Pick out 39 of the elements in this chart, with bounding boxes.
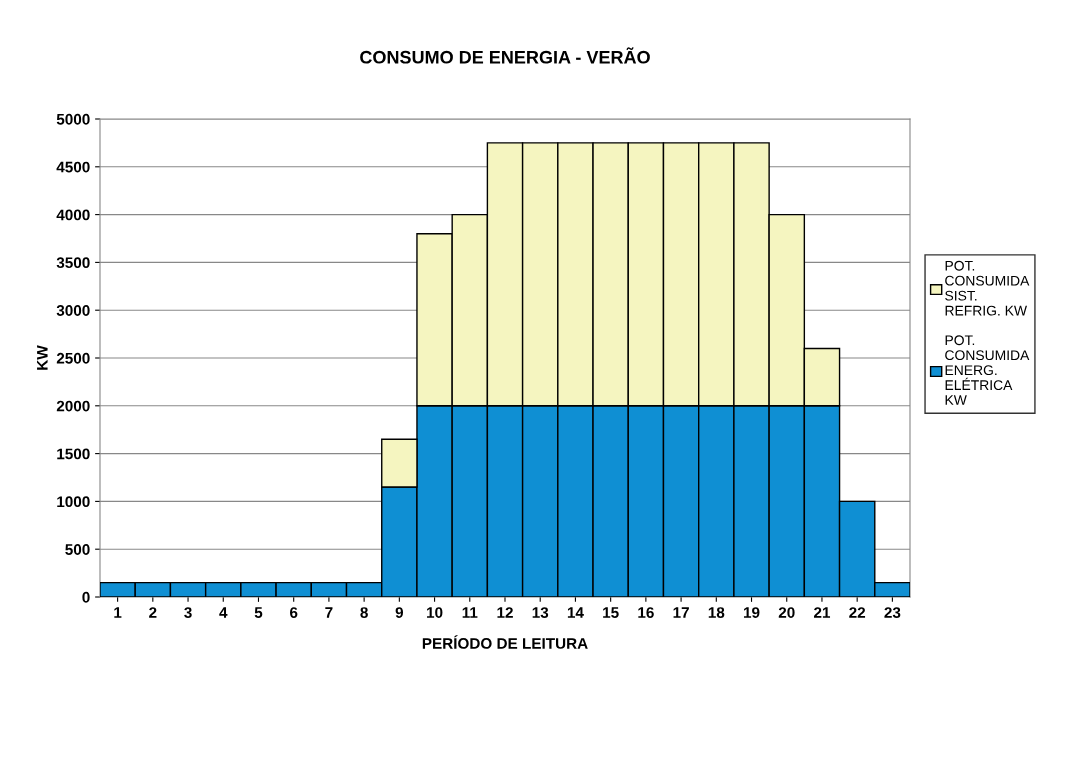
y-tick-label: 1000 — [57, 496, 90, 508]
y-tick-label: 2000 — [56, 400, 90, 412]
x-tick-label: 21 — [813, 607, 831, 618]
x-tick-label: 8 — [360, 607, 368, 618]
y-tick-label: 4500 — [56, 161, 90, 173]
x-tick-label: 14 — [567, 607, 584, 618]
x-tick-label: 23 — [884, 607, 901, 618]
x-tick-label: 3 — [184, 607, 192, 618]
x-tick-label: 15 — [603, 607, 619, 618]
y-tick-label: 5000 — [56, 113, 90, 125]
legend-label: POT. CONSUMIDA SIST. REFRIG. KW — [945, 260, 1030, 316]
x-tick-label: 5 — [254, 607, 263, 618]
x-tick-label: 1 — [114, 607, 122, 618]
y-tick-label: 3500 — [56, 257, 90, 269]
y-tick-label: 1500 — [57, 448, 90, 460]
x-axis-title: PERÍODO DE LEITURA — [422, 635, 588, 649]
x-tick-label: 13 — [532, 607, 549, 618]
y-tick-label: 3000 — [56, 305, 90, 316]
x-tick-label: 20 — [778, 607, 795, 618]
x-tick-label: 4 — [219, 607, 228, 618]
y-tick-label: 0 — [82, 591, 90, 603]
y-tick-label: 2500 — [56, 352, 90, 364]
x-tick-label: 9 — [395, 607, 404, 618]
y-tick-label: 4000 — [56, 209, 90, 221]
x-tick-label: 17 — [673, 607, 689, 618]
x-tick-label: 18 — [708, 607, 725, 618]
x-tick-label: 10 — [427, 607, 443, 618]
x-tick-label: 7 — [325, 607, 333, 618]
x-tick-label: 12 — [497, 607, 513, 618]
x-tick-label: 22 — [849, 607, 866, 618]
chart-title: CONSUMO DE ENERGIA - VERÃO — [360, 47, 650, 64]
x-tick-label: 19 — [743, 607, 760, 618]
x-tick-label: 2 — [149, 607, 157, 618]
x-tick-label: 16 — [638, 607, 654, 618]
legend-label: POT. CONSUMIDA ENERG. ELÉTRICA KW — [945, 335, 1030, 405]
x-tick-label: 6 — [290, 607, 298, 618]
x-tick-label: 11 — [462, 607, 478, 618]
y-axis-title: KW — [37, 345, 48, 370]
y-tick-label: 500 — [65, 544, 90, 555]
